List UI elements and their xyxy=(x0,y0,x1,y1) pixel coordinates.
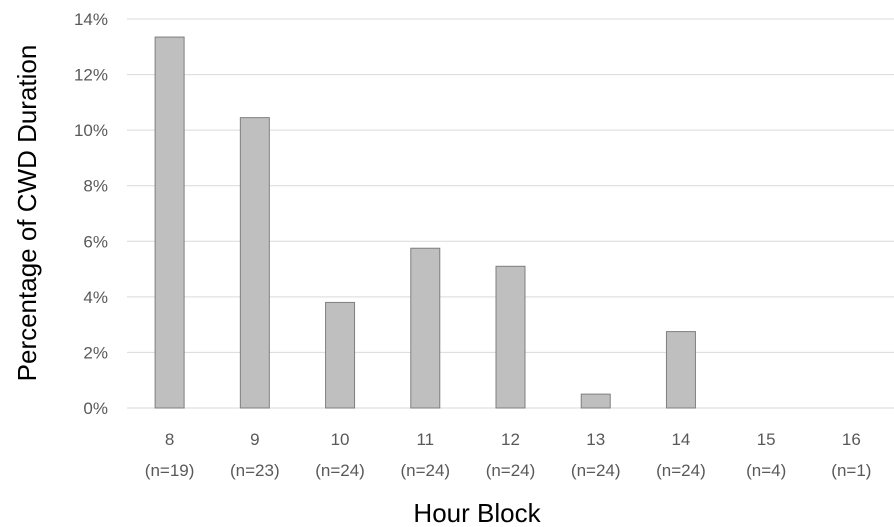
bars xyxy=(154,36,696,409)
y-tick-label: 6% xyxy=(83,232,108,251)
x-tick-sublabel: (n=19) xyxy=(145,461,195,480)
bar xyxy=(410,247,441,409)
bar xyxy=(239,117,270,409)
x-tick-sublabel: (n=1) xyxy=(831,461,871,480)
bar xyxy=(665,331,696,409)
x-axis-ticks: 8 (n=19) 9 (n=23) 10 (n=24) 11 (n=24) 12 (n=24) 13… xyxy=(145,430,872,480)
x-tick-sublabel: (n=23) xyxy=(230,461,280,480)
bar xyxy=(154,36,185,409)
x-tick-label: 8 xyxy=(165,430,174,449)
y-tick-label: 8% xyxy=(83,177,108,196)
x-tick-label: 9 xyxy=(250,430,259,449)
x-tick-label: 10 xyxy=(331,430,350,449)
x-tick-label: 13 xyxy=(586,430,605,449)
y-axis-title: Percentage of CWD Duration xyxy=(12,45,42,382)
y-tick-label: 0% xyxy=(83,399,108,418)
y-tick-label: 12% xyxy=(74,66,108,85)
x-tick-sublabel: (n=24) xyxy=(315,461,365,480)
x-tick-sublabel: (n=24) xyxy=(400,461,450,480)
x-tick-sublabel: (n=24) xyxy=(486,461,536,480)
x-tick-sublabel: (n=4) xyxy=(746,461,786,480)
y-tick-label: 2% xyxy=(83,343,108,362)
y-tick-label: 10% xyxy=(74,121,108,140)
x-tick-label: 11 xyxy=(416,430,434,449)
x-tick-label: 15 xyxy=(757,430,776,449)
x-tick-label: 14 xyxy=(671,430,690,449)
x-tick-label: 12 xyxy=(501,430,520,449)
y-tick-label: 4% xyxy=(83,288,108,307)
x-tick-sublabel: (n=24) xyxy=(656,461,706,480)
y-tick-label: 14% xyxy=(74,10,108,29)
x-tick-label: 16 xyxy=(842,430,861,449)
bar xyxy=(495,265,526,409)
x-axis-title: Hour Block xyxy=(413,498,541,527)
bar xyxy=(580,393,611,409)
x-tick-sublabel: (n=24) xyxy=(571,461,621,480)
bar xyxy=(325,301,356,409)
y-axis-ticks: 0% 2% 4% 6% 8% 10% 12% 14% xyxy=(74,10,108,418)
